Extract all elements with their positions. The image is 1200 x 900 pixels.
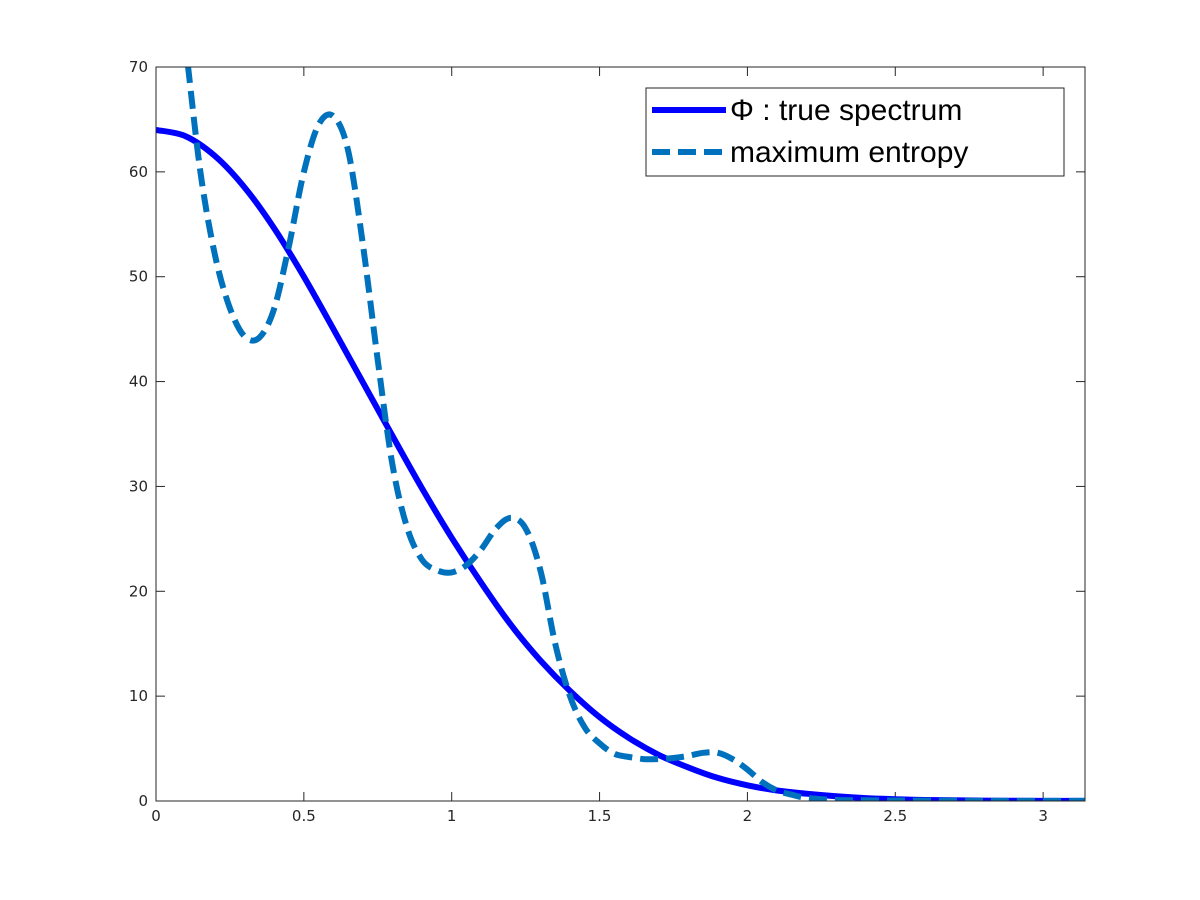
y-tick-label: 60 bbox=[129, 163, 148, 181]
y-tick-label: 10 bbox=[129, 687, 148, 705]
plot-area-background bbox=[156, 67, 1085, 801]
y-tick-label: 70 bbox=[129, 58, 148, 76]
x-tick-label: 1.5 bbox=[588, 807, 612, 825]
y-tick-label: 0 bbox=[138, 792, 148, 810]
series-lines bbox=[156, 67, 1085, 801]
y-tick-label: 30 bbox=[129, 477, 148, 495]
y-tick-label: 50 bbox=[129, 268, 148, 286]
x-tick-label: 3 bbox=[1038, 807, 1048, 825]
x-tick-label: 0 bbox=[151, 807, 161, 825]
legend-label-true-spectrum: Φ : true spectrum bbox=[730, 94, 962, 127]
x-tick-label: 1 bbox=[447, 807, 457, 825]
x-tick-label: 2.5 bbox=[883, 807, 907, 825]
x-tick-label: 2 bbox=[743, 807, 753, 825]
plot-axes-box bbox=[155, 66, 1086, 802]
legend-box bbox=[645, 87, 1065, 177]
legend: Φ : true spectrum maximum entropy bbox=[645, 87, 1065, 177]
x-tick-label: 0.5 bbox=[292, 807, 316, 825]
y-tick-label: 40 bbox=[129, 373, 148, 391]
legend-label-maximum-entropy: maximum entropy bbox=[730, 136, 968, 169]
y-tick-label: 20 bbox=[129, 582, 148, 600]
